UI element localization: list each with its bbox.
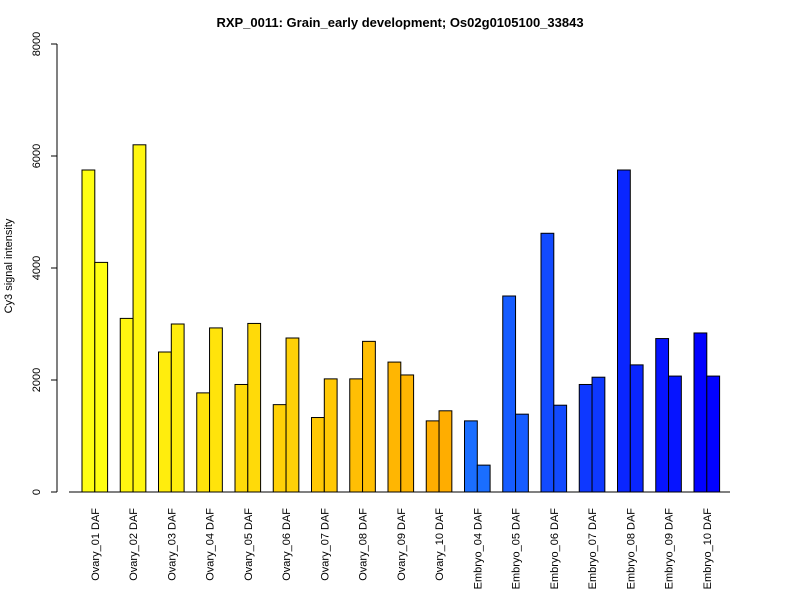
y-axis-label: Cy3 signal intensity [3, 218, 15, 313]
bar-ovary-03-daf-rep2 [170, 323, 185, 493]
bar-embryo-10-daf-rep1 [693, 332, 708, 493]
bar-ovary-10-daf-rep2 [438, 410, 453, 493]
y-tick-label: 6000 [31, 144, 43, 168]
bar-ovary-03-daf-rep1 [158, 351, 172, 493]
bar-embryo-06-daf-rep1 [540, 232, 555, 493]
x-tick-label: Ovary_07 DAF [319, 508, 331, 581]
bar-embryo-05-daf-rep2 [515, 413, 529, 493]
chart-title: RXP_0011: Grain_early development; Os02g… [216, 15, 583, 30]
bar-ovary-09-daf-rep1 [387, 361, 402, 493]
bar-embryo-08-daf-rep2 [629, 364, 644, 493]
x-tick-label: Ovary_04 DAF [205, 508, 217, 581]
bar-ovary-01-daf-rep2 [94, 261, 109, 493]
bar-ovary-09-daf-rep2 [400, 374, 415, 493]
bars-group [81, 144, 721, 493]
x-tick-label: Ovary_02 DAF [128, 508, 140, 581]
bar-embryo-05-daf-rep1 [502, 295, 517, 493]
bar-embryo-09-daf-rep1 [655, 338, 670, 493]
y-tick-label: 4000 [31, 256, 43, 280]
x-tick-label: Ovary_08 DAF [358, 508, 370, 581]
x-tick-label: Embryo_10 DAF [702, 508, 714, 590]
bar-ovary-02-daf-rep1 [119, 317, 134, 493]
bar-embryo-09-daf-rep2 [668, 375, 682, 493]
x-tick-label: Embryo_09 DAF [664, 508, 676, 590]
x-tick-label: Ovary_10 DAF [434, 508, 446, 581]
x-tick-label: Embryo_04 DAF [472, 508, 484, 590]
x-tick-label: Embryo_08 DAF [625, 508, 637, 590]
bar-embryo-07-daf-rep2 [591, 376, 606, 493]
bar-ovary-10-daf-rep1 [425, 420, 440, 493]
bar-ovary-01-daf-rep1 [81, 169, 96, 493]
y-tick-label: 2000 [31, 368, 43, 392]
bar-ovary-06-daf-rep1 [272, 404, 287, 493]
y-tick-label: 0 [31, 489, 43, 495]
bar-embryo-04-daf-rep1 [464, 420, 478, 493]
bar-ovary-04-daf-rep2 [209, 327, 223, 493]
bar-ovary-08-daf-rep2 [362, 340, 376, 493]
bar-embryo-08-daf-rep1 [617, 169, 631, 493]
x-tick-label: Ovary_03 DAF [166, 508, 178, 581]
x-tick-label: Embryo_05 DAF [511, 508, 523, 590]
bar-ovary-08-daf-rep1 [349, 378, 364, 493]
x-tick-label: Ovary_09 DAF [396, 508, 408, 581]
x-tick-label: Ovary_05 DAF [243, 508, 255, 581]
y-axis: 0 2000 4000 6000 8000 [31, 32, 58, 495]
x-tick-labels: Ovary_01 DAF Ovary_02 DAF Ovary_03 DAF Ovar… [90, 508, 714, 590]
bar-embryo-06-daf-rep2 [553, 404, 568, 493]
bar-ovary-07-daf-rep2 [323, 378, 338, 493]
bar-ovary-05-daf-rep2 [247, 322, 262, 493]
bar-embryo-04-daf-rep2 [476, 464, 491, 493]
x-tick-label: Ovary_01 DAF [90, 508, 102, 581]
bar-ovary-04-daf-rep1 [196, 392, 211, 493]
bar-ovary-06-daf-rep2 [285, 337, 300, 493]
bar-ovary-07-daf-rep1 [311, 417, 325, 493]
x-tick-label: Ovary_06 DAF [281, 508, 293, 581]
x-tick-label: Embryo_07 DAF [587, 508, 599, 590]
y-tick-label: 8000 [31, 32, 43, 56]
bar-ovary-02-daf-rep2 [132, 144, 147, 493]
bar-embryo-07-daf-rep1 [578, 383, 593, 493]
x-tick-label: Embryo_06 DAF [549, 508, 561, 590]
bar-ovary-05-daf-rep1 [234, 383, 249, 493]
bar-embryo-10-daf-rep2 [706, 375, 721, 493]
